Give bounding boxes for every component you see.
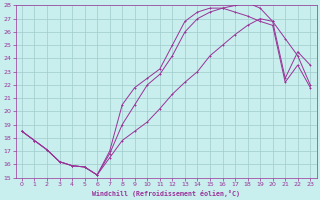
- X-axis label: Windchill (Refroidissement éolien,°C): Windchill (Refroidissement éolien,°C): [92, 190, 240, 197]
